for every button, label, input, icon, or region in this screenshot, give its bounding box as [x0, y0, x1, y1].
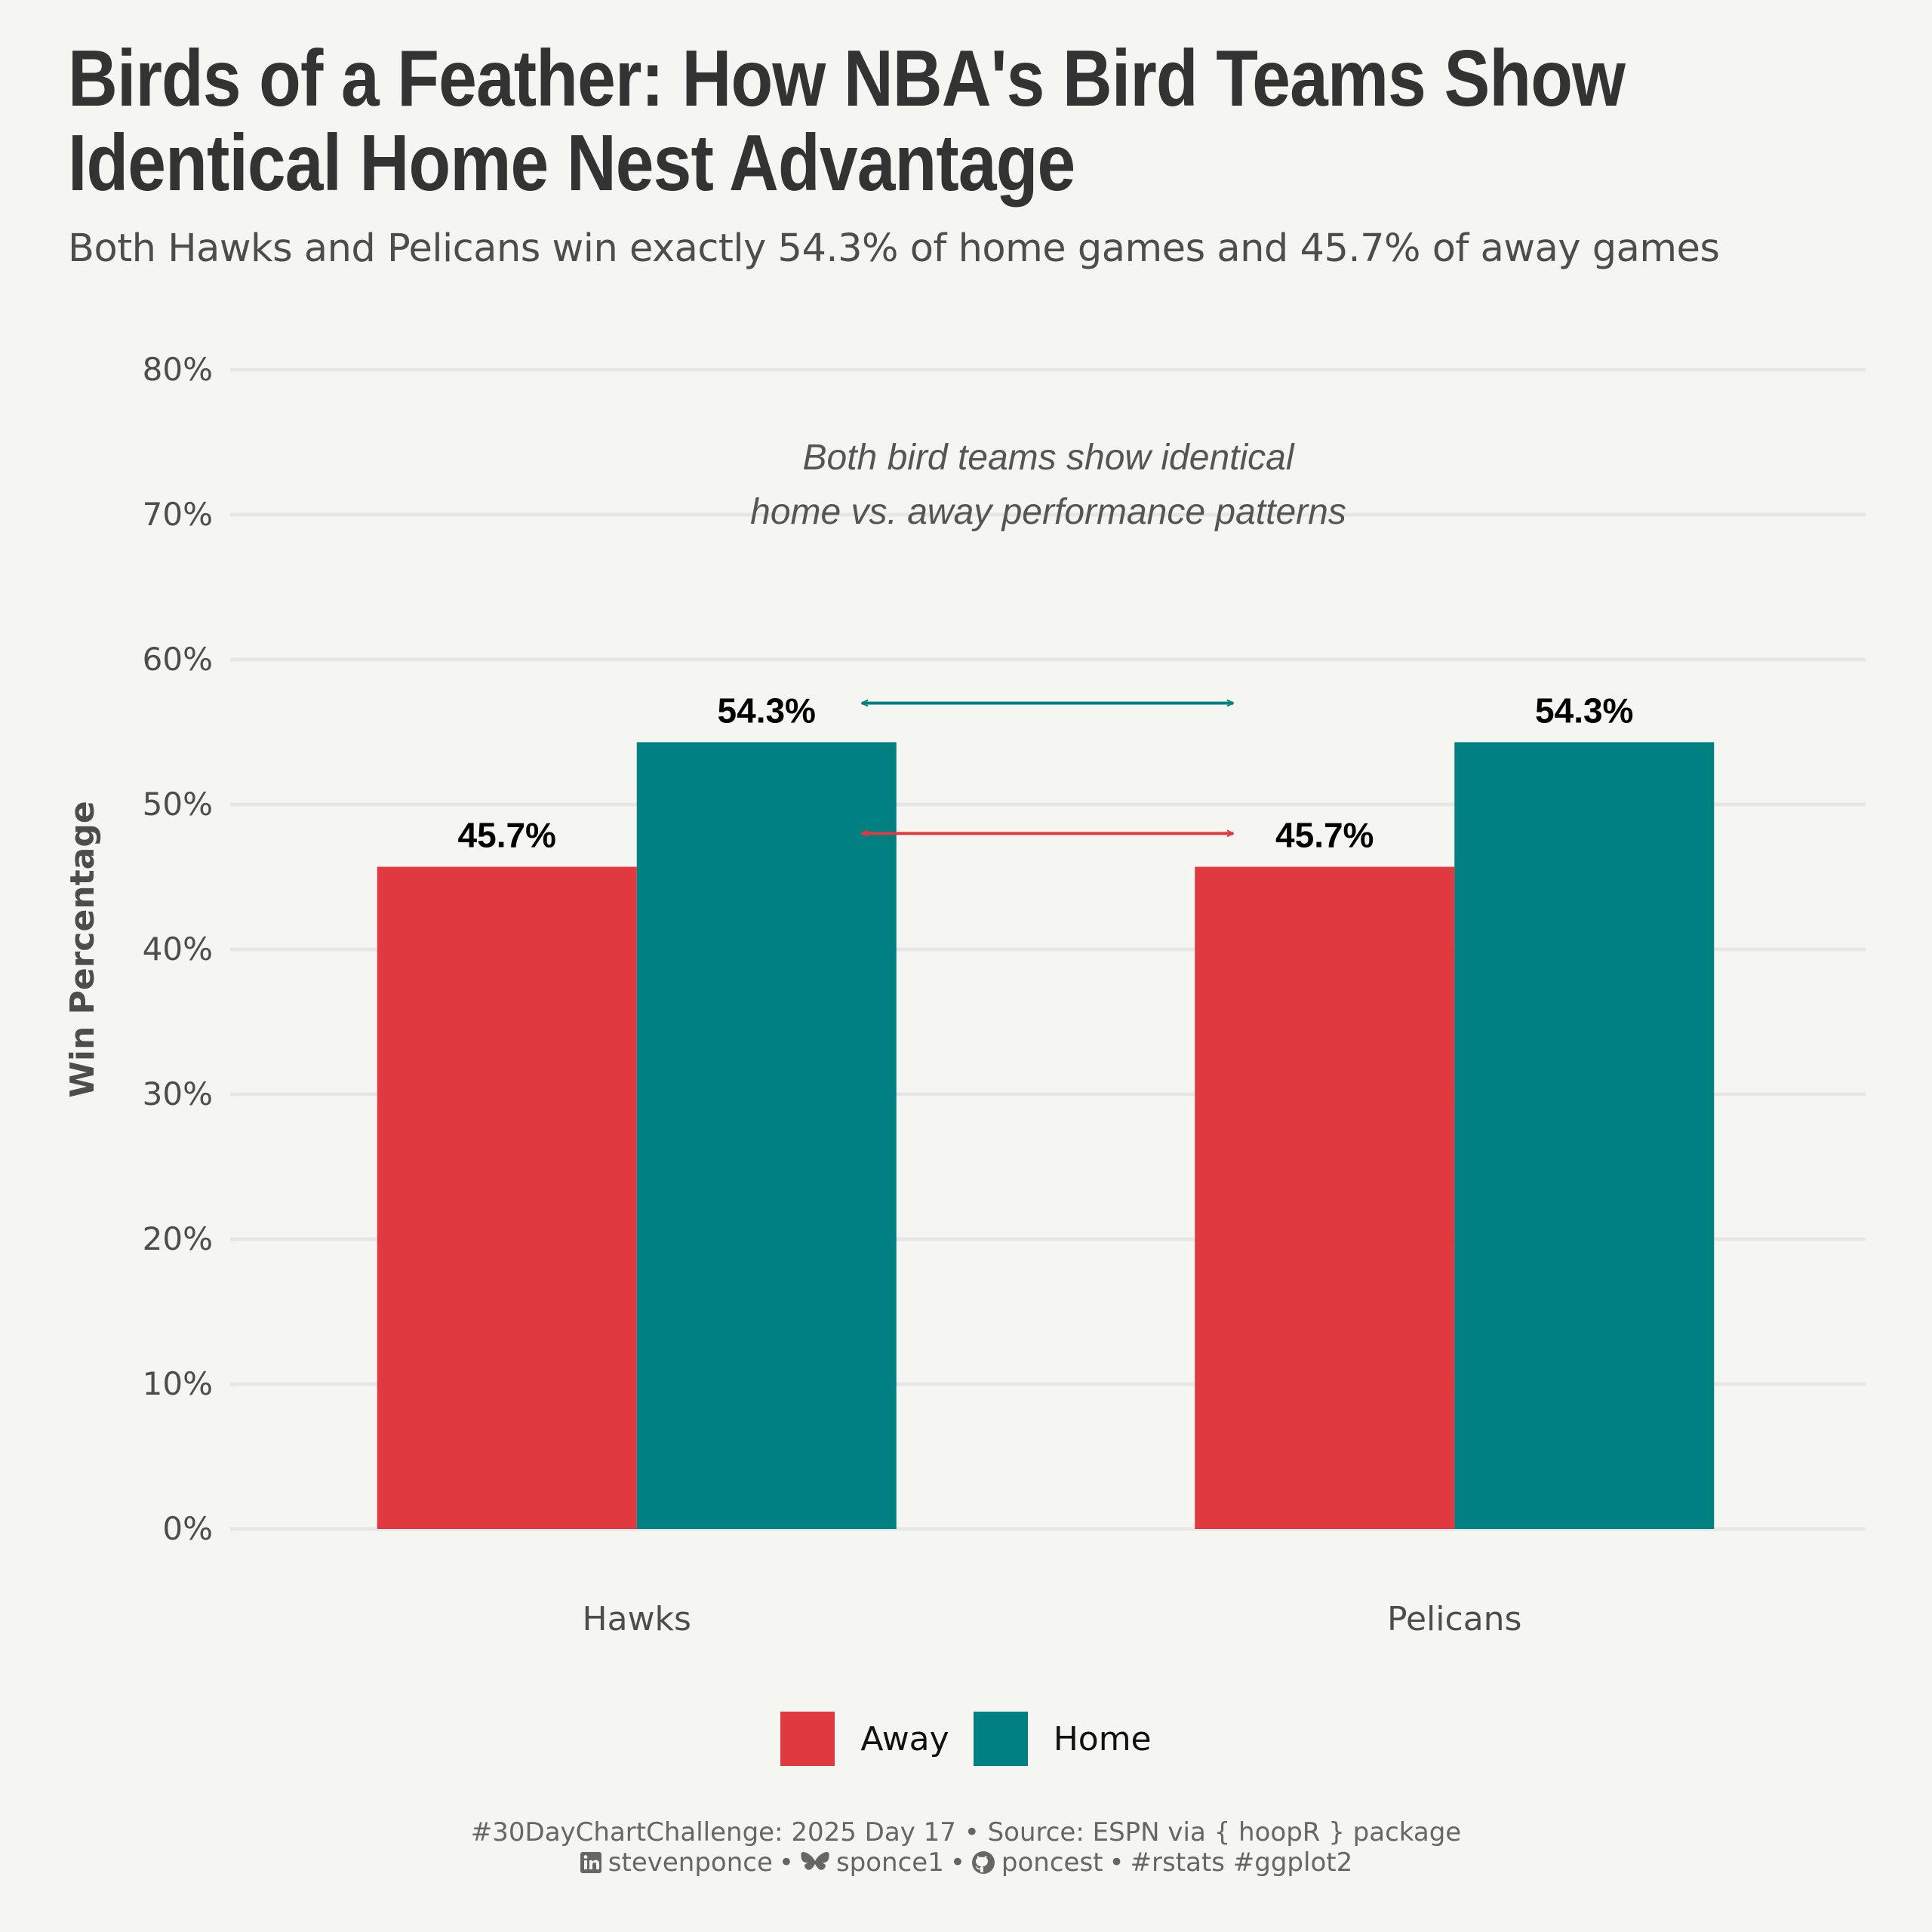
github-handle[interactable]: poncest — [1001, 1847, 1103, 1878]
legend-key-away — [780, 1712, 835, 1766]
legend-label-away: Away — [860, 1719, 949, 1758]
y-tick-label: 30% — [143, 1075, 213, 1112]
annotation-text: Both bird teams show identical — [803, 438, 1295, 478]
data-label: 54.3% — [1535, 691, 1633, 730]
legend-item-away: Away — [780, 1712, 949, 1766]
caption-tags: #rstats #ggplot2 — [1130, 1847, 1353, 1878]
legend-item-home: Home — [973, 1712, 1152, 1766]
annotation-text: home vs. away performance patterns — [750, 492, 1346, 532]
bar-home — [1454, 742, 1715, 1530]
y-axis-title: Win Percentage — [63, 801, 102, 1097]
x-tick-label: Hawks — [583, 1600, 691, 1638]
y-tick-label: 80% — [143, 351, 213, 388]
chart-title: Birds of a Feather: How NBA's Bird Teams… — [68, 34, 1626, 208]
chart-subtitle: Both Hawks and Pelicans win exactly 54.3… — [68, 226, 1720, 271]
data-label: 45.7% — [458, 816, 556, 855]
y-tick-label: 70% — [143, 496, 213, 533]
y-tick-label: 20% — [143, 1220, 213, 1257]
caption-separator: • — [778, 1847, 794, 1878]
legend-key-home — [973, 1712, 1028, 1766]
bar-away — [1195, 866, 1455, 1529]
y-tick-label: 50% — [143, 786, 213, 823]
legend: Away Home — [0, 1712, 1932, 1766]
legend-label-home: Home — [1053, 1719, 1152, 1758]
x-tick-label: Pelicans — [1387, 1600, 1521, 1638]
y-tick-label: 10% — [143, 1365, 213, 1402]
bluesky-handle[interactable]: sponce1 — [835, 1847, 944, 1878]
caption-line-2: stevenponce • sponce1 • poncest • #rstat… — [0, 1847, 1932, 1878]
caption-separator: • — [1109, 1847, 1124, 1878]
bar-home — [636, 742, 897, 1530]
caption-line-1: #30DayChartChallenge: 2025 Day 17 • Sour… — [470, 1817, 1462, 1847]
bar-away — [377, 866, 637, 1529]
caption-separator: • — [949, 1847, 965, 1878]
github-icon — [971, 1851, 995, 1874]
data-label: 45.7% — [1275, 816, 1374, 855]
linkedin-icon — [580, 1852, 601, 1873]
y-tick-label: 40% — [143, 931, 213, 968]
data-label: 54.3% — [718, 691, 816, 730]
bluesky-icon — [801, 1852, 829, 1870]
linkedin-handle[interactable]: stevenponce — [608, 1847, 773, 1878]
y-tick-label: 0% — [162, 1510, 213, 1547]
y-tick-label: 60% — [143, 641, 213, 678]
